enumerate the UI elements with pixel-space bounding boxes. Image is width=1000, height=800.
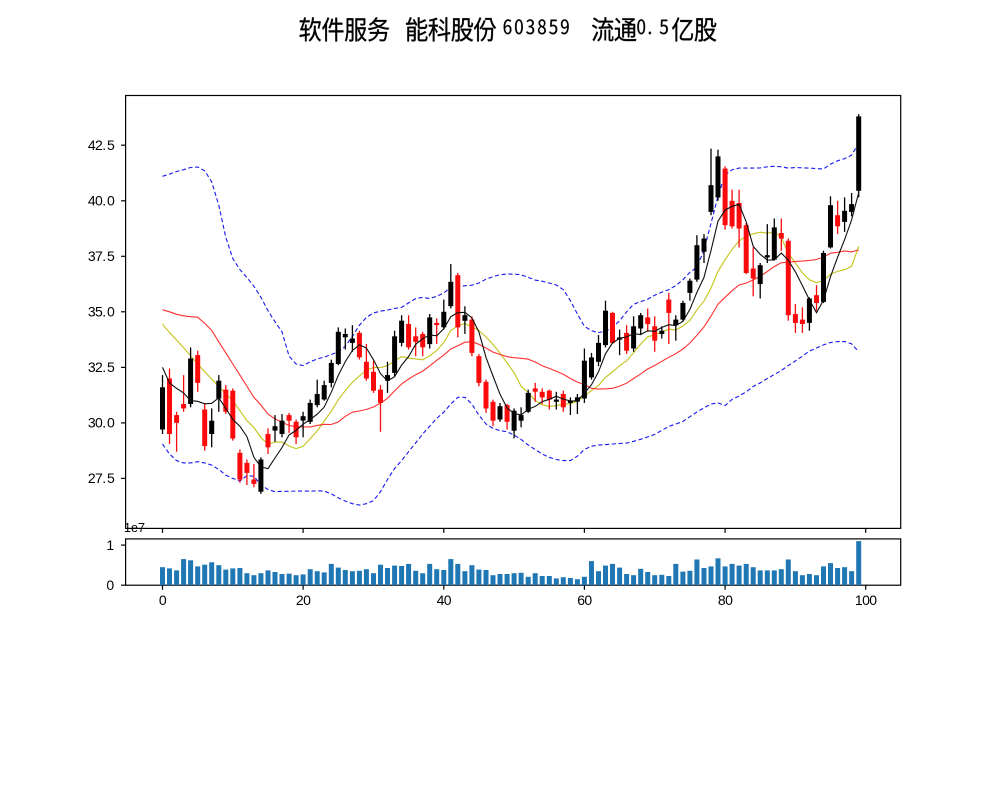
svg-text:5: 5 — [107, 359, 115, 375]
svg-text:5: 5 — [107, 248, 115, 264]
svg-text:60: 60 — [577, 592, 592, 608]
svg-text:0: 0 — [106, 577, 114, 593]
svg-text:0: 0 — [107, 193, 115, 209]
svg-text:37.: 37. — [88, 248, 106, 264]
svg-text:27.: 27. — [88, 470, 106, 486]
svg-text:0: 0 — [107, 304, 115, 320]
svg-text:32.: 32. — [88, 359, 106, 375]
svg-text:0: 0 — [159, 592, 167, 608]
svg-text:40: 40 — [437, 592, 452, 608]
svg-text:40.: 40. — [88, 193, 106, 209]
svg-text:80: 80 — [718, 592, 733, 608]
svg-text:0: 0 — [107, 415, 115, 431]
svg-text:100: 100 — [855, 592, 877, 608]
svg-text:5: 5 — [107, 470, 115, 486]
svg-text:1e7: 1e7 — [124, 521, 145, 535]
svg-text:5: 5 — [107, 137, 115, 153]
svg-text:1: 1 — [106, 537, 114, 553]
svg-text:42.: 42. — [88, 137, 106, 153]
svg-text:30.: 30. — [88, 415, 106, 431]
svg-text:35.: 35. — [88, 304, 106, 320]
svg-text:20: 20 — [296, 592, 311, 608]
